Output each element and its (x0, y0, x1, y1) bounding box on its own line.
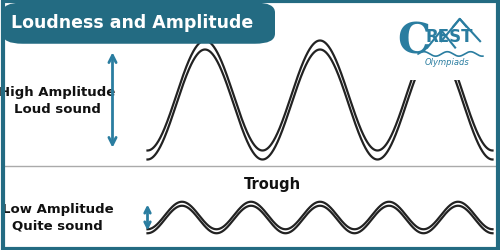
Text: C: C (397, 20, 430, 62)
Bar (395, 12, 490, 80)
Text: Olympiads: Olympiads (424, 58, 470, 67)
Text: Crest: Crest (188, 7, 232, 22)
Text: Low Amplitude
Quite sound: Low Amplitude Quite sound (2, 202, 114, 232)
Text: High Amplitude
Loud sound: High Amplitude Loud sound (0, 86, 116, 116)
Text: Loudness and Amplitude: Loudness and Amplitude (11, 14, 254, 32)
Text: Trough: Trough (244, 177, 301, 192)
Text: REST: REST (426, 28, 473, 46)
FancyBboxPatch shape (2, 2, 275, 44)
